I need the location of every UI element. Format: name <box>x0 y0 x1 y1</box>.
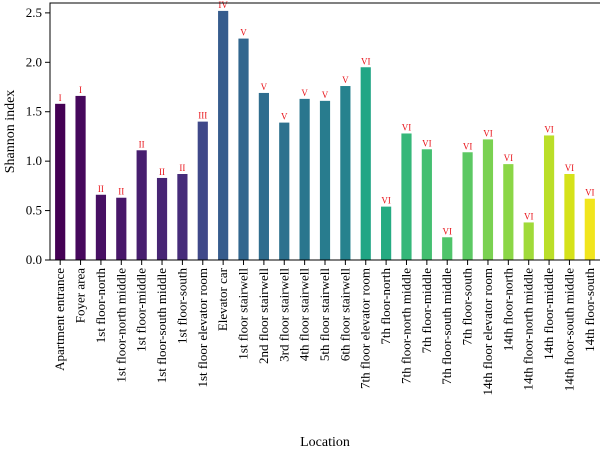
bar-group-label: V <box>342 75 349 85</box>
x-tick-label: 5th floor stairwell <box>317 268 332 362</box>
x-tick-label: 7th floor-south <box>460 268 475 346</box>
bar-group-label: VI <box>524 211 534 221</box>
x-tick-label: 14th floor-south <box>582 268 597 352</box>
bar <box>360 67 371 260</box>
bar <box>197 121 208 260</box>
bar <box>238 38 249 261</box>
y-tick-label: 2.0 <box>26 54 42 69</box>
x-tick-label: 1st floor-north <box>93 268 108 344</box>
x-tick-label: 1st floor-middle <box>134 268 149 352</box>
x-axis-ticks: Apartment entrance Foyer area 1st floor-no… <box>52 260 597 395</box>
bar-group-label: II <box>179 163 185 173</box>
x-tick-label: 14th floor-middle <box>541 268 556 360</box>
x-tick-label: 1st floor stairwell <box>236 268 251 360</box>
plot-frame <box>49 2 600 261</box>
x-tick-label: 1st floor-south <box>174 268 189 344</box>
x-tick-label: 1st floor-north middle <box>113 268 128 383</box>
x-tick-label: 1st floor-south middle <box>154 268 169 384</box>
x-tick-label: 7th floor elevator room <box>358 268 373 389</box>
bar-group-label: II <box>159 167 165 177</box>
bar-group-label: VI <box>463 141 473 151</box>
bar <box>564 174 575 260</box>
bar-group-label: VI <box>483 128 493 138</box>
bar-group-label: VI <box>422 138 432 148</box>
x-tick-label: 6th floor stairwell <box>337 268 352 362</box>
bar-group-label: V <box>301 88 308 98</box>
bar <box>299 98 310 260</box>
bar-group-label: I <box>79 85 82 95</box>
x-tick-label: 1st floor elevator room <box>195 268 210 388</box>
bar <box>258 92 269 260</box>
bar-group-label: VI <box>402 122 412 132</box>
bar <box>421 149 432 260</box>
bar-group-label: V <box>322 90 329 100</box>
bar-group-label: II <box>139 139 145 149</box>
x-tick-label: Elevator car <box>215 267 230 331</box>
bar <box>523 222 534 260</box>
bar-group-label: VI <box>544 124 554 134</box>
x-tick-label: Apartment entrance <box>52 268 67 371</box>
bar-group-label: II <box>98 184 104 194</box>
bar-group-label: VI <box>565 163 575 173</box>
bar-group-label: VI <box>381 196 391 206</box>
bar <box>584 198 595 260</box>
bar-group-label: I <box>59 93 62 103</box>
y-tick-label: 1.0 <box>26 153 42 168</box>
bar-group-label: VI <box>361 56 371 66</box>
x-axis-title: Location <box>300 435 350 450</box>
x-tick-label: 14th floor-north <box>500 268 515 352</box>
x-tick-label: 14th floor-north middle <box>521 268 536 391</box>
x-tick-label: 14th floor elevator room <box>480 268 495 395</box>
x-tick-label: 14th floor-south middle <box>561 268 576 391</box>
bar <box>218 10 229 261</box>
bar <box>503 164 514 260</box>
bar <box>543 135 555 260</box>
bar-group-label: III <box>198 111 207 121</box>
x-tick-label: 4th floor stairwell <box>297 268 312 362</box>
bar <box>401 133 412 260</box>
bar-group-label: V <box>240 28 247 38</box>
bar <box>177 174 188 260</box>
y-axis-title: Shannon index <box>3 90 18 174</box>
y-tick-label: 0.0 <box>26 252 42 267</box>
bar <box>116 197 127 260</box>
x-tick-label: Foyer area <box>73 268 88 323</box>
x-tick-label: 7th floor-south middle <box>439 268 454 385</box>
y-tick-label: 2.5 <box>26 5 42 20</box>
bar <box>279 122 290 260</box>
bar-group-label: IV <box>218 0 228 10</box>
bar <box>381 206 392 260</box>
x-tick-label: 2nd floor stairwell <box>256 268 271 364</box>
y-axis-ticks: 0.0 0.5 1.0 1.5 2.0 2.5 <box>26 5 50 267</box>
bar <box>462 152 473 260</box>
bar <box>319 100 331 260</box>
y-tick-label: 0.5 <box>26 203 42 218</box>
bar <box>340 86 351 261</box>
y-tick-label: 1.5 <box>26 104 42 119</box>
bar-group-label: VI <box>442 226 452 236</box>
bar <box>95 194 107 260</box>
bar-group-label: VI <box>585 188 595 198</box>
bar-group-label: V <box>281 112 288 122</box>
bar-group-label: V <box>261 82 268 92</box>
x-tick-label: 7th floor-north <box>378 268 393 345</box>
bar <box>442 237 453 260</box>
bar <box>482 139 494 260</box>
bar <box>136 150 147 260</box>
x-tick-label: 7th floor-middle <box>419 268 434 354</box>
bar <box>156 177 168 260</box>
x-tick-label: 3rd floor stairwell <box>276 268 291 362</box>
bar <box>75 95 86 261</box>
bar-group-label: II <box>118 187 124 197</box>
bar <box>55 103 66 260</box>
bar-group-label: VI <box>504 153 514 163</box>
x-tick-label: 7th floor-north middle <box>398 268 413 384</box>
bars <box>55 10 595 261</box>
